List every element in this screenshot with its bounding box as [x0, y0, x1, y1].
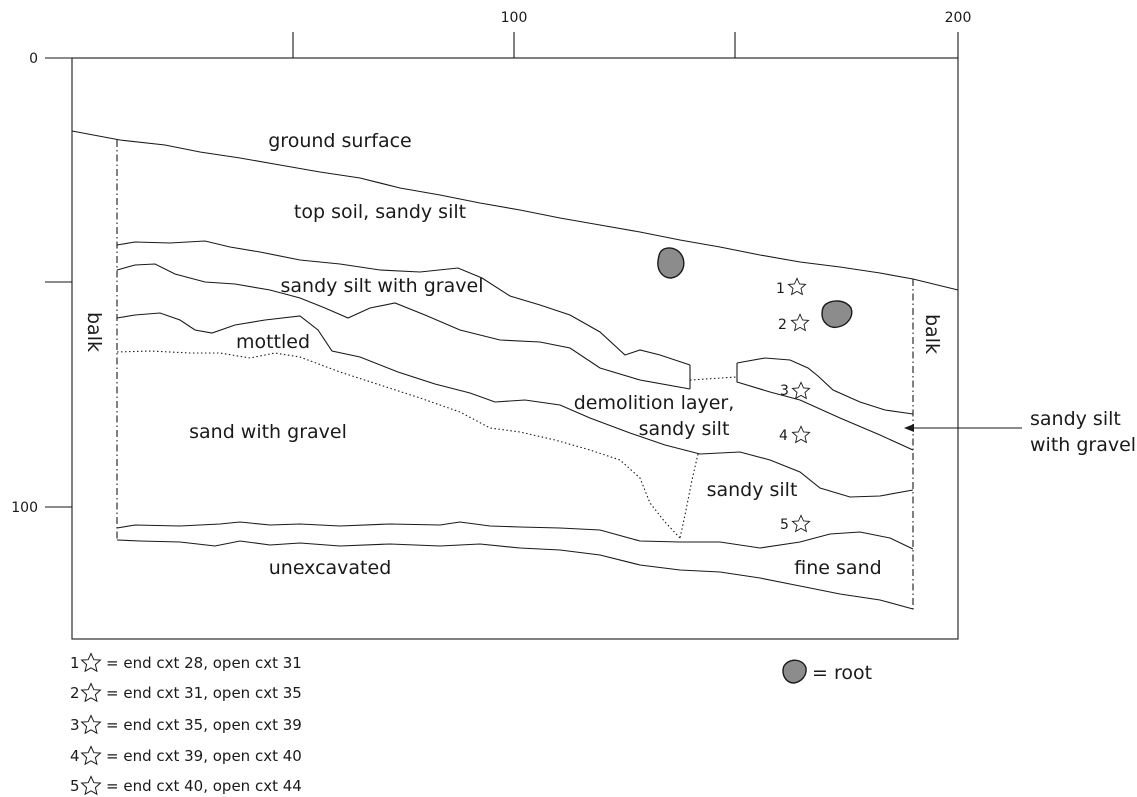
unexcavated-base-line [116, 539, 914, 610]
root-blob-icon [782, 659, 807, 684]
legend-root: = root [782, 659, 872, 684]
star-icon [81, 653, 101, 672]
demolition-gap-dotted-line [689, 376, 738, 381]
label-fine-sand: fine sand [794, 557, 881, 579]
left-tick-label-0: 0 [29, 51, 38, 67]
label-demolition-layer-line2: sandy silt [639, 418, 730, 440]
unexcavated-top-line [116, 521, 914, 550]
sand-with-gravel-top-dotted-line [116, 350, 681, 539]
legend-item: 3 = end cxt 35, open cxt 39 [70, 715, 302, 734]
callout-line-2: with gravel [1030, 434, 1136, 456]
mottled-top-line [116, 312, 914, 498]
star-icon [81, 746, 101, 765]
marker-1-number: 1 [776, 281, 785, 297]
star-icon [81, 715, 101, 734]
legend-item-text: = end cxt 28, open cxt 31 [106, 654, 302, 672]
label-demolition-layer-line1: demolition layer, [574, 392, 735, 414]
legend-item-text: = end cxt 31, open cxt 35 [106, 684, 302, 702]
top-tick-label-200: 200 [945, 10, 972, 26]
star-icon [790, 313, 810, 331]
label-unexcavated: unexcavated [269, 557, 392, 579]
label-balk-left: balk [83, 312, 105, 352]
star-icon [81, 683, 101, 702]
label-sandy-silt: sandy silt [707, 479, 798, 501]
label-mottled: mottled [236, 331, 310, 353]
legend-item-text: = end cxt 40, open cxt 44 [106, 777, 302, 795]
section-markers: 1 2 3 4 5 [776, 277, 811, 533]
right-block-outline [736, 357, 914, 415]
layer-labels: ground surface top soil, sandy silt sand… [83, 130, 943, 579]
marker-2-number: 2 [778, 317, 787, 333]
legend-item-number: 2 [70, 684, 80, 702]
legend-item-text: = end cxt 35, open cxt 39 [106, 716, 302, 734]
root-blob-icon [657, 247, 685, 279]
top-soil-base-line [116, 240, 691, 366]
legend-item-number: 4 [70, 747, 80, 765]
callout-line-1: sandy silt [1030, 408, 1121, 430]
ground-surface-line [71, 130, 959, 291]
top-tick-label-100: 100 [501, 10, 528, 26]
axes: 100 200 0 100 [11, 10, 971, 516]
marker-3-number: 3 [780, 383, 789, 399]
arrow-head-icon [904, 424, 914, 432]
callout: sandy silt with gravel [904, 408, 1136, 456]
legend-item-number: 5 [70, 777, 80, 795]
root-blob-icon [821, 300, 853, 329]
legend-item: 2 = end cxt 31, open cxt 35 [70, 683, 302, 702]
left-tick-label-100: 100 [11, 500, 38, 516]
layer-boundaries [71, 130, 959, 610]
right-block-base-line [736, 363, 914, 451]
label-sandy-silt-with-gravel: sandy silt with gravel [281, 275, 484, 297]
label-ground-surface: ground surface [268, 130, 411, 152]
legend-item-number: 1 [70, 654, 80, 672]
star-icon [791, 381, 811, 399]
legend-item: 5 = end cxt 40, open cxt 44 [70, 776, 302, 795]
section-frame [71, 57, 959, 640]
label-balk-right: balk [921, 314, 943, 354]
label-top-soil: top soil, sandy silt [294, 201, 466, 223]
legend-root-text: = root [812, 662, 872, 684]
sandy-silt-gravel-base-line [116, 263, 691, 390]
legend-item: 1 = end cxt 28, open cxt 31 [70, 653, 302, 672]
star-icon [81, 776, 101, 795]
label-sand-with-gravel: sand with gravel [189, 421, 347, 443]
marker-4-number: 4 [779, 428, 788, 444]
marker-5-number: 5 [780, 517, 789, 533]
legend-item: 4 = end cxt 39, open cxt 40 [70, 746, 302, 765]
legend: 1 = end cxt 28, open cxt 31 2 = end cxt … [70, 653, 872, 795]
legend-item-text: = end cxt 39, open cxt 40 [106, 747, 302, 765]
star-icon [791, 425, 811, 443]
star-icon [787, 277, 807, 295]
star-icon [791, 514, 811, 532]
legend-item-number: 3 [70, 716, 80, 734]
sandy-silt-west-dotted-line [679, 453, 699, 539]
